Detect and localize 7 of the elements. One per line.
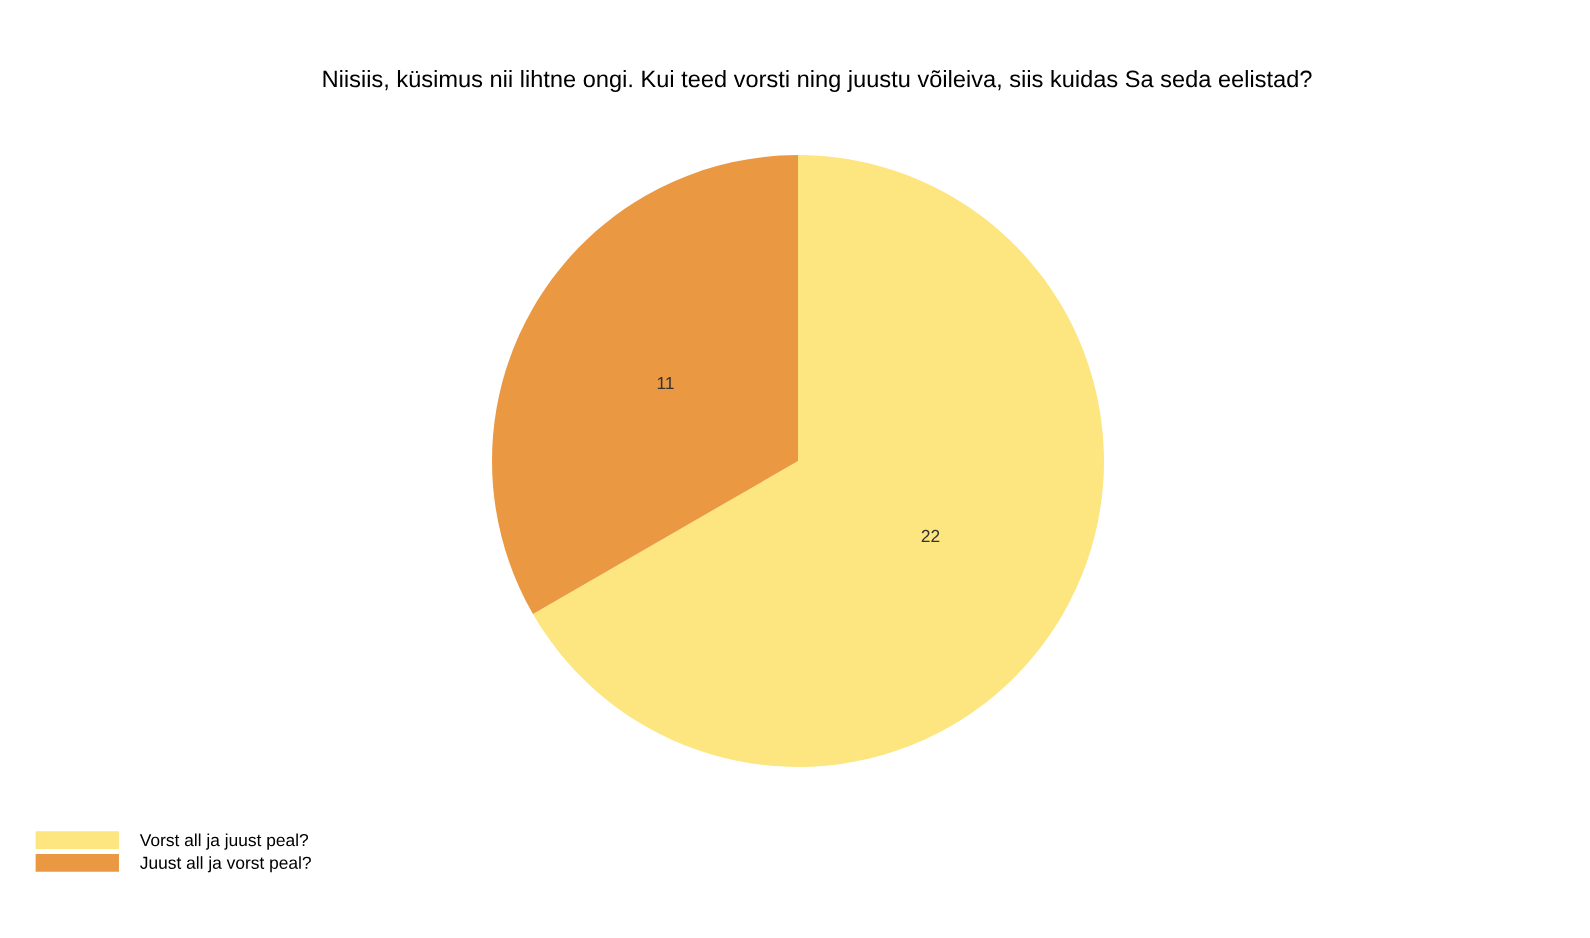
chart-title: Niisiis, küsimus nii lihtne ongi. Kui teed vorsti ning juustu võileiva, siis kuidas Sa seda eelistad? [323,70,1312,93]
pie-slice [492,155,798,614]
legend-label: Juust all ja vorst peal? [140,856,311,873]
pie-slice [533,155,1104,767]
legend-label: Vorst all ja juust peal? [139,833,309,850]
data-label: 11 [657,377,674,389]
data-label: 22 [921,529,940,542]
